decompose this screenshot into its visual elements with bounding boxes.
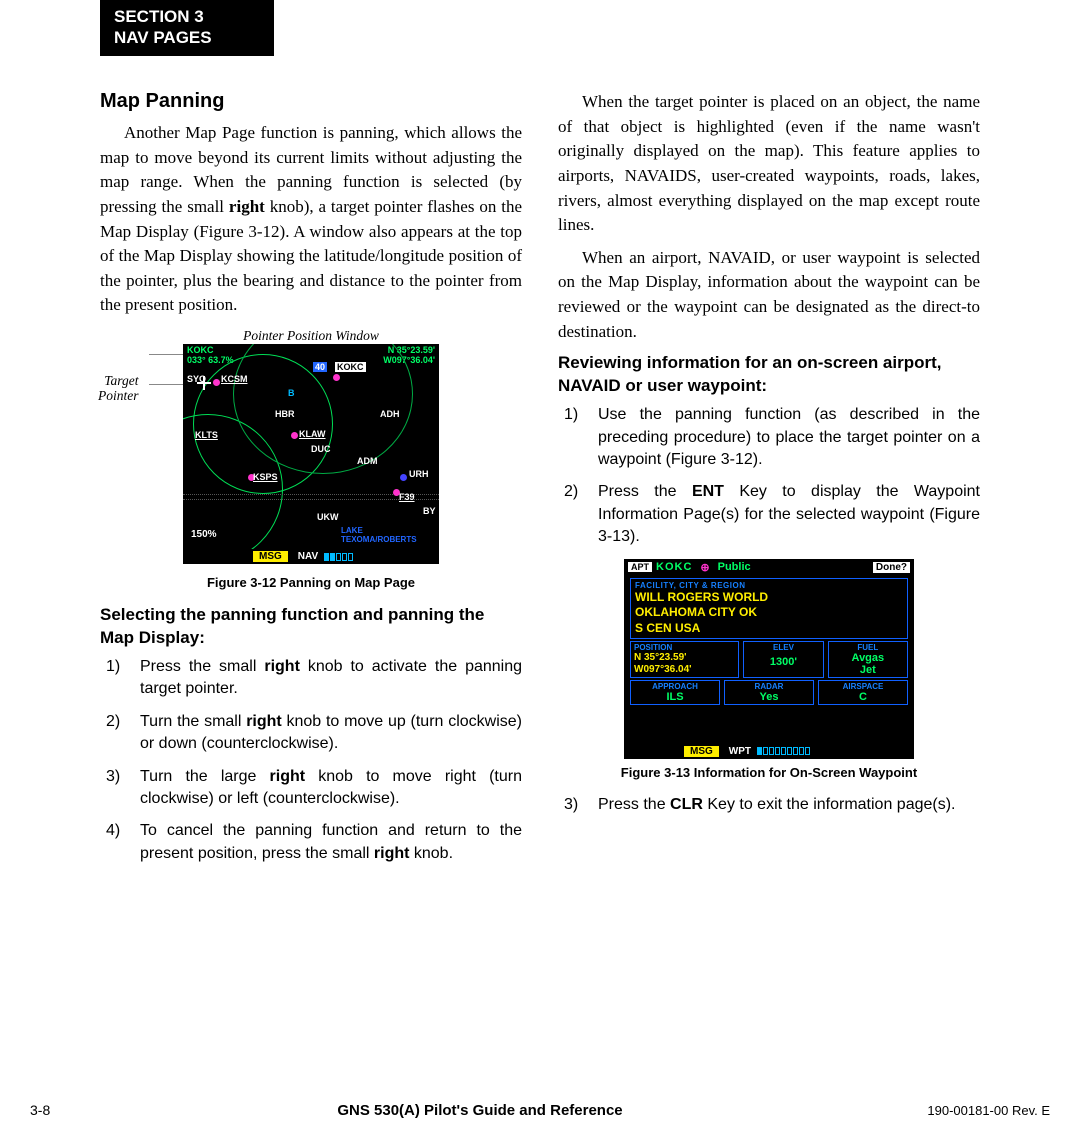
lbl-syo: SYO bbox=[187, 374, 206, 384]
footer-title: GNS 530(A) Pilot's Guide and Reference bbox=[110, 1102, 850, 1119]
wpt-wpt-tag: WPT bbox=[729, 746, 751, 757]
map-top-left: KOKC 033° 63.7% bbox=[183, 344, 238, 362]
lbl-f39: F39 bbox=[399, 492, 415, 502]
lbl-ksps: KSPS bbox=[253, 472, 278, 482]
fuel-cell: FUEL Avgas Jet bbox=[828, 641, 908, 678]
lbl-by: BY bbox=[423, 506, 436, 516]
lbl-lake: LAKE TEXOMA/ROBERTS bbox=[341, 526, 439, 544]
pointer-position-window-label: Pointer Position Window bbox=[100, 328, 522, 344]
map-nav-tag: NAV bbox=[298, 551, 318, 562]
lbl-urh: URH bbox=[409, 469, 429, 479]
figure-3-12-caption: Figure 3-12 Panning on Map Page bbox=[100, 575, 522, 590]
figure-3-13-wrap: APT KOKC ⊕ Public Done? FACILITY, CITY &… bbox=[558, 559, 980, 780]
pointer-line bbox=[149, 354, 185, 355]
figure-3-13-caption: Figure 3-13 Information for On-Screen Wa… bbox=[558, 765, 980, 780]
page-footer: 3-8 GNS 530(A) Pilot's Guide and Referen… bbox=[30, 1102, 1050, 1119]
right-step-3: 3)Press the CLR Key to exit the informat… bbox=[558, 794, 980, 816]
lbl-kcsm: KCSM bbox=[221, 374, 248, 384]
done-button[interactable]: Done? bbox=[873, 562, 910, 573]
map-panning-heading: Map Panning bbox=[100, 90, 522, 113]
lbl-klts: KLTS bbox=[195, 430, 218, 440]
app-radar-air-row: APPROACH ILS RADAR Yes AIRSPACE C bbox=[630, 680, 908, 705]
right-para-1: When the target pointer is placed on an … bbox=[558, 90, 980, 238]
wpt-page-indicator bbox=[757, 747, 810, 755]
left-step-3: 3)Turn the large right knob to move righ… bbox=[100, 766, 522, 811]
lbl-ukw: UKW bbox=[317, 512, 339, 522]
figure-3-12-wrap: Pointer Position Window Target Pointer K… bbox=[100, 328, 522, 590]
selecting-panning-heading: Selecting the panning function and panni… bbox=[100, 604, 522, 650]
right-step-2: 2)Press the ENT Key to display the Waypo… bbox=[558, 481, 980, 548]
reviewing-info-heading: Reviewing information for an on-screen a… bbox=[558, 352, 980, 398]
wpt-public: Public bbox=[718, 561, 751, 573]
approach-cell: APPROACH ILS bbox=[630, 680, 720, 705]
marker-urh bbox=[400, 474, 407, 481]
target-pointer-label: Target Pointer bbox=[98, 374, 139, 404]
wpt-top-row: APT KOKC ⊕ Public Done? bbox=[624, 559, 914, 576]
lbl-adm: ADM bbox=[357, 456, 378, 466]
left-step-4: 4)To cancel the panning function and ret… bbox=[100, 820, 522, 865]
facility-line2: OKLAHOMA CITY OK bbox=[635, 605, 903, 621]
lbl-hbr: HBR bbox=[275, 409, 295, 419]
facility-line3: S CEN USA bbox=[635, 621, 903, 637]
map-msg-tag: MSG bbox=[253, 551, 288, 562]
facility-hdr: FACILITY, CITY & REGION bbox=[635, 581, 903, 590]
wpt-msg-tag: MSG bbox=[684, 746, 719, 757]
left-column: Map Panning Another Map Page function is… bbox=[100, 90, 522, 875]
left-step-2: 2)Turn the small right knob to move up (… bbox=[100, 711, 522, 756]
left-para-1: Another Map Page function is panning, wh… bbox=[100, 121, 522, 318]
apt-tag: APT bbox=[628, 562, 652, 572]
map-display: KOKC 033° 63.7% N 35°23.59' W097°36.04' … bbox=[183, 344, 439, 564]
content-area: Map Panning Another Map Page function is… bbox=[100, 90, 980, 875]
wpt-symbol: ⊕ bbox=[700, 561, 709, 574]
airspace-cell: AIRSPACE C bbox=[818, 680, 908, 705]
map-bottom-bar: MSG NAV bbox=[183, 549, 439, 564]
lbl-duc: DUC bbox=[311, 444, 331, 454]
radar-cell: RADAR Yes bbox=[724, 680, 814, 705]
section-header: SECTION 3 NAV PAGES bbox=[100, 0, 274, 56]
facility-line1: WILL ROGERS WORLD bbox=[635, 590, 903, 606]
wpt-bottom-bar: MSG WPT bbox=[624, 744, 914, 759]
pos-elev-fuel-row: POSITION N 35°23.59' W097°36.04' ELEV 13… bbox=[630, 641, 908, 678]
footer-revision: 190-00181-00 Rev. E bbox=[850, 1103, 1050, 1118]
section-line1: SECTION 3 bbox=[114, 6, 260, 27]
left-step-1: 1)Press the small right knob to activate… bbox=[100, 656, 522, 701]
lbl-klaw: KLAW bbox=[299, 429, 326, 439]
page-number: 3-8 bbox=[30, 1102, 110, 1118]
waypoint-info-display: APT KOKC ⊕ Public Done? FACILITY, CITY &… bbox=[624, 559, 914, 759]
lbl-b: B bbox=[288, 388, 295, 398]
wpt-id: KOKC bbox=[656, 561, 692, 573]
elev-cell: ELEV 1300' bbox=[743, 641, 823, 678]
right-column: When the target pointer is placed on an … bbox=[558, 90, 980, 875]
map-page-indicator bbox=[324, 553, 353, 561]
section-line2: NAV PAGES bbox=[114, 27, 260, 48]
position-cell: POSITION N 35°23.59' W097°36.04' bbox=[630, 641, 739, 678]
right-para-2: When an airport, NAVAID, or user waypoin… bbox=[558, 246, 980, 345]
lbl-adh: ADH bbox=[380, 409, 400, 419]
map-range: 150% bbox=[189, 529, 219, 540]
right-step-1: 1)Use the panning function (as described… bbox=[558, 404, 980, 471]
facility-box: FACILITY, CITY & REGION WILL ROGERS WORL… bbox=[630, 578, 908, 640]
